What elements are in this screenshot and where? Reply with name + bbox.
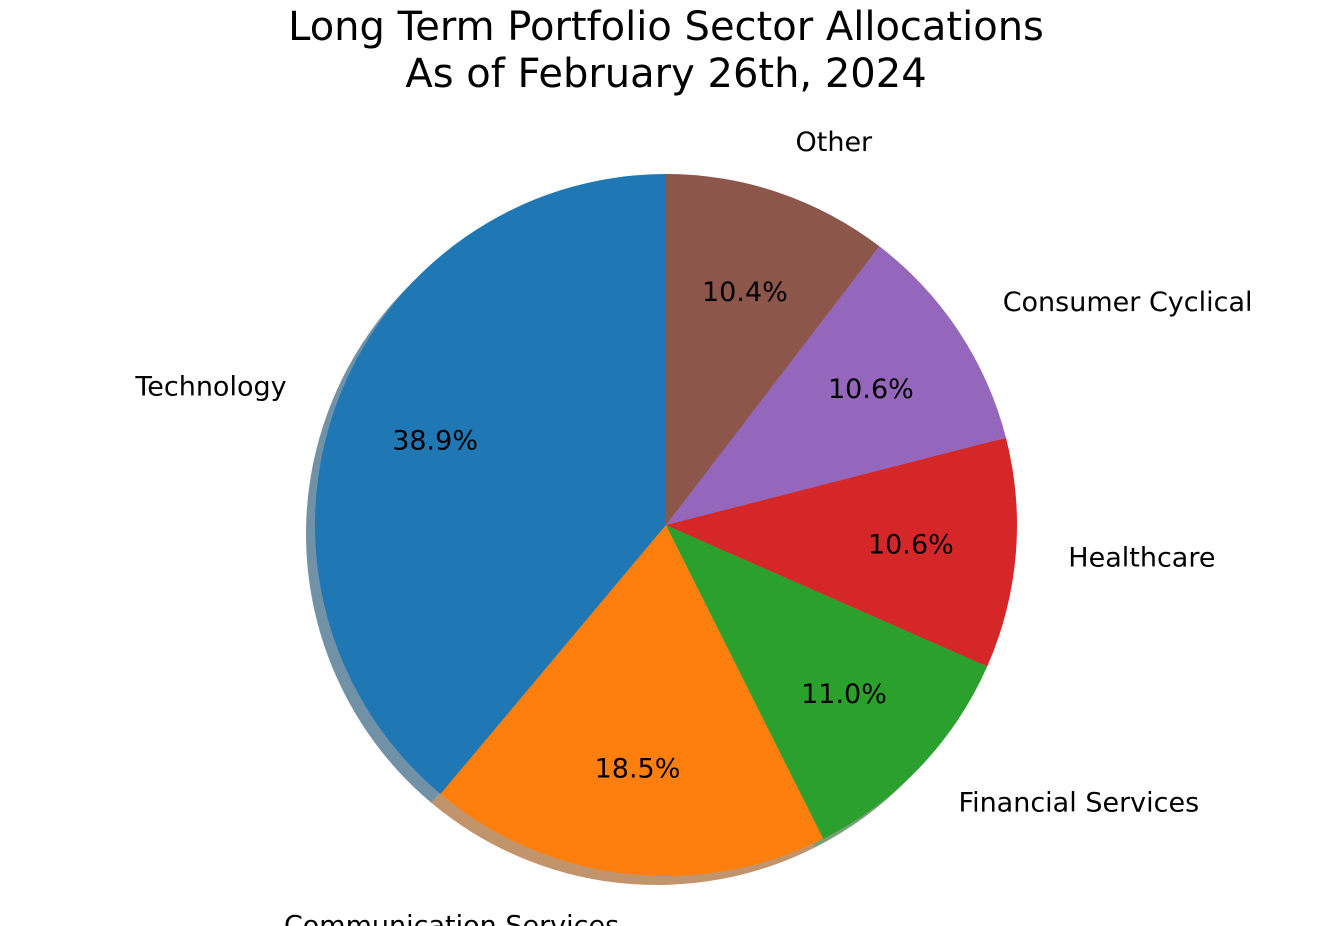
slice-label-other: Other <box>796 127 874 158</box>
pct-label-technology: 38.9% <box>392 426 478 457</box>
pie-labels: Technology 38.9% Communication Services 18.… <box>134 127 1252 926</box>
slice-label-financial-services: Financial Services <box>959 788 1200 819</box>
slice-label-communication-services: Communication Services <box>284 910 619 926</box>
pct-label-consumer-cyclical: 10.6% <box>828 374 914 405</box>
chart-title: Long Term Portfolio Sector Allocations A… <box>288 4 1044 97</box>
pct-label-communication-services: 18.5% <box>595 754 681 785</box>
slice-technology <box>315 174 666 795</box>
slice-label-technology: Technology <box>134 372 286 403</box>
slice-label-consumer-cyclical: Consumer Cyclical <box>1003 287 1253 318</box>
slice-communication-services <box>440 525 824 876</box>
chart-title-text: Long Term Portfolio Sector Allocations <box>288 4 1044 50</box>
slice-financial-services <box>666 525 988 839</box>
slice-label-healthcare: Healthcare <box>1068 542 1215 573</box>
pct-label-financial-services: 11.0% <box>801 679 887 710</box>
pie-slices <box>315 174 1017 876</box>
pct-label-other: 10.4% <box>702 277 788 308</box>
slice-consumer-cyclical <box>666 246 1006 525</box>
pct-label-healthcare: 10.6% <box>868 530 954 561</box>
slice-healthcare <box>666 437 1017 667</box>
chart-subtitle-text: As of February 26th, 2024 <box>405 51 926 97</box>
slice-other <box>666 174 880 525</box>
